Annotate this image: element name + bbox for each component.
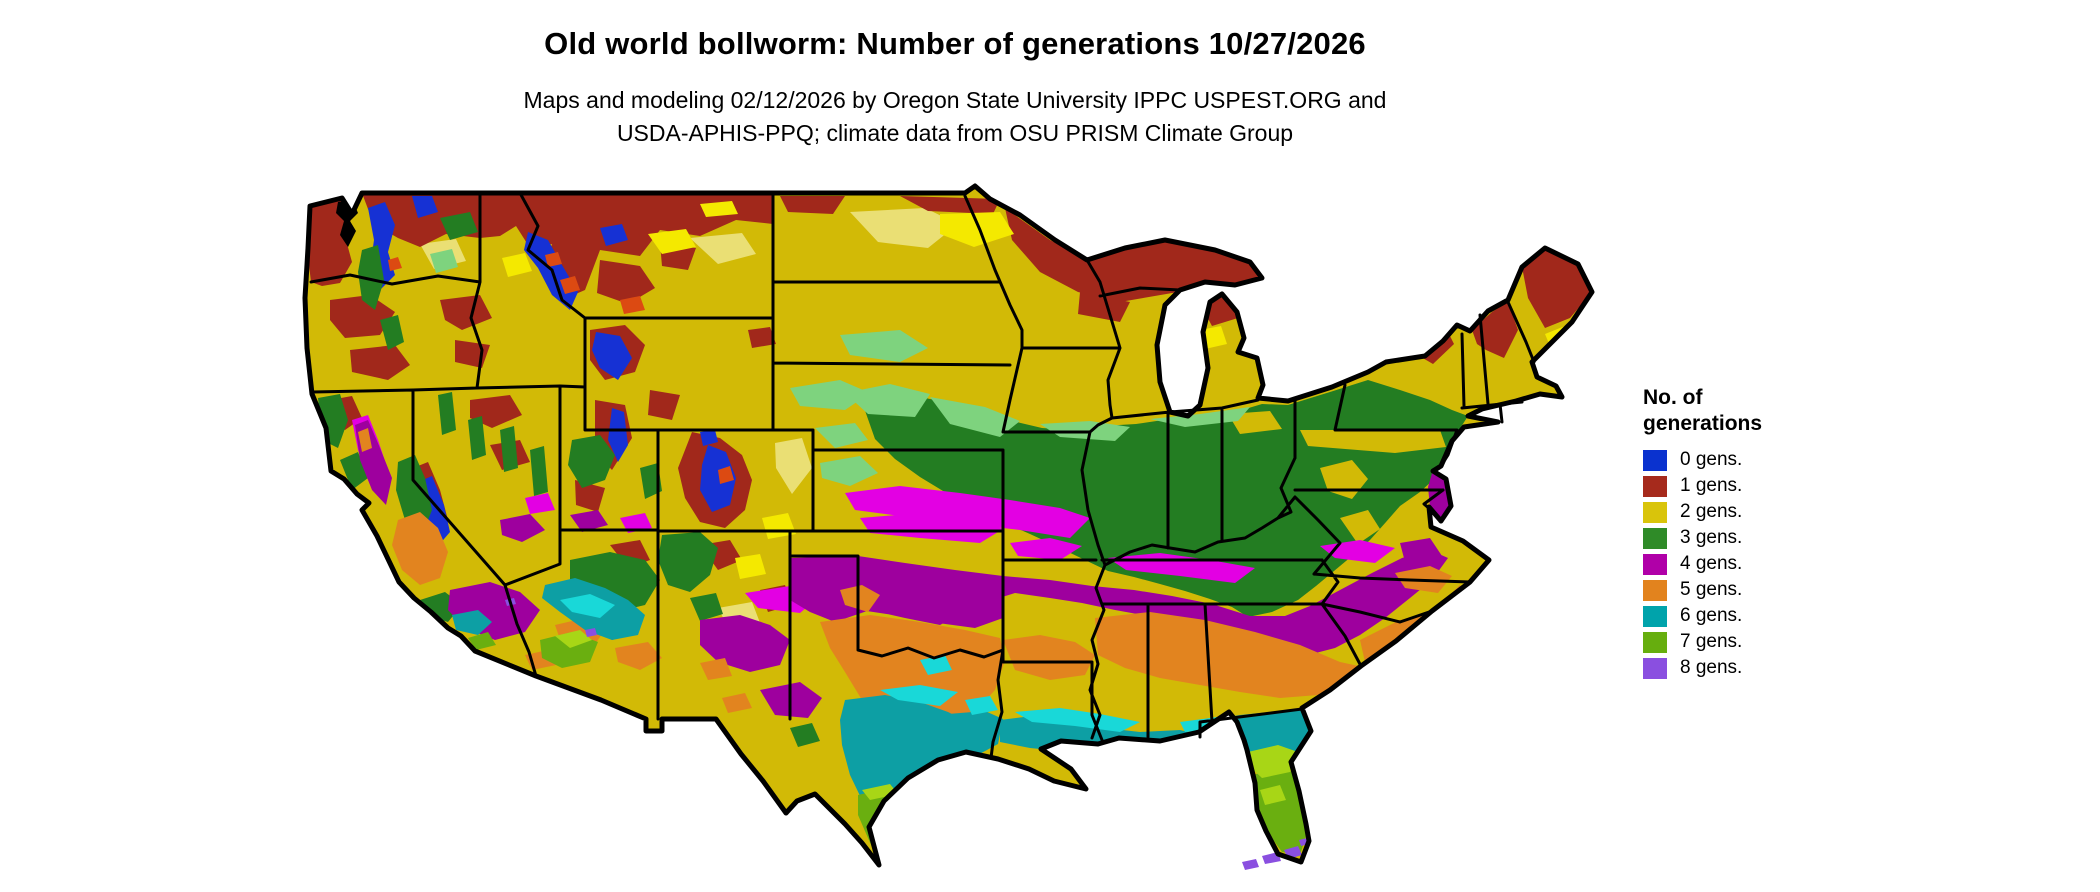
legend-label: 0 gens. (1680, 449, 1743, 470)
region-5-gens (358, 428, 1472, 730)
map-subtitle: Maps and modeling 02/12/2026 by Oregon S… (0, 84, 1910, 150)
legend-row: 7 gens. (1643, 629, 1762, 655)
legend-row: 1 gens. (1643, 473, 1762, 499)
subtitle-line-2: USDA-APHIS-PPQ; climate data from OSU PR… (616, 120, 1294, 146)
legend-swatch-8-gens (1643, 657, 1667, 679)
region-8-gens-specks (505, 598, 597, 637)
legend-row: 4 gens. (1643, 551, 1762, 577)
legend-label: 4 gens. (1680, 553, 1743, 574)
region-4-gens (355, 420, 1451, 718)
legend-swatch-0-gens (1643, 449, 1667, 471)
subtitle-line-1: Maps and modeling 02/12/2026 by Oregon S… (523, 87, 1387, 113)
map-title: Old world bollworm: Number of generation… (544, 26, 1366, 61)
region-4-gens-bright-fringe (352, 415, 1395, 613)
legend-label: 6 gens. (1680, 605, 1743, 626)
legend-swatch-5-gens (1643, 579, 1667, 601)
legend-label: 1 gens. (1680, 475, 1743, 496)
legend-row: 8 gens. (1643, 655, 1762, 681)
legend-row: 3 gens. (1643, 525, 1762, 551)
legend-swatch-6-gens (1643, 605, 1667, 627)
region-3-gens (318, 212, 1468, 747)
legend-items: 0 gens. 1 gens. 2 gens. 3 gens. 4 gens. … (1643, 447, 1762, 681)
legend-row: 0 gens. (1643, 447, 1762, 473)
legend-row: 2 gens. (1643, 499, 1762, 525)
legend-title-line-2: generations (1643, 412, 1763, 435)
legend-label: 3 gens. (1680, 527, 1743, 548)
legend-swatch-1-gens (1643, 475, 1667, 497)
region-1-gens (307, 193, 1592, 612)
legend-swatch-2-gens (1643, 501, 1667, 523)
region-6-gens (452, 578, 1312, 812)
legend-title-line-1: No. of (1643, 386, 1703, 409)
legend-swatch-4-gens (1643, 553, 1667, 575)
legend-row: 5 gens. (1643, 577, 1762, 603)
legend-label: 7 gens. (1680, 631, 1743, 652)
legend-swatch-3-gens (1643, 527, 1667, 549)
legend-label: 5 gens. (1680, 579, 1743, 600)
legend-swatch-7-gens (1643, 631, 1667, 653)
region-light-green-transition (430, 249, 1250, 486)
region-gold-spots-appalachia (1228, 411, 1446, 544)
legend-label: 2 gens. (1680, 501, 1743, 522)
legend-title: No. of generations (1643, 385, 1762, 437)
legend-label: 8 gens. (1680, 657, 1743, 678)
legend-row: 6 gens. (1643, 603, 1762, 629)
legend: No. of generations 0 gens. 1 gens. 2 gen… (1643, 385, 1762, 681)
